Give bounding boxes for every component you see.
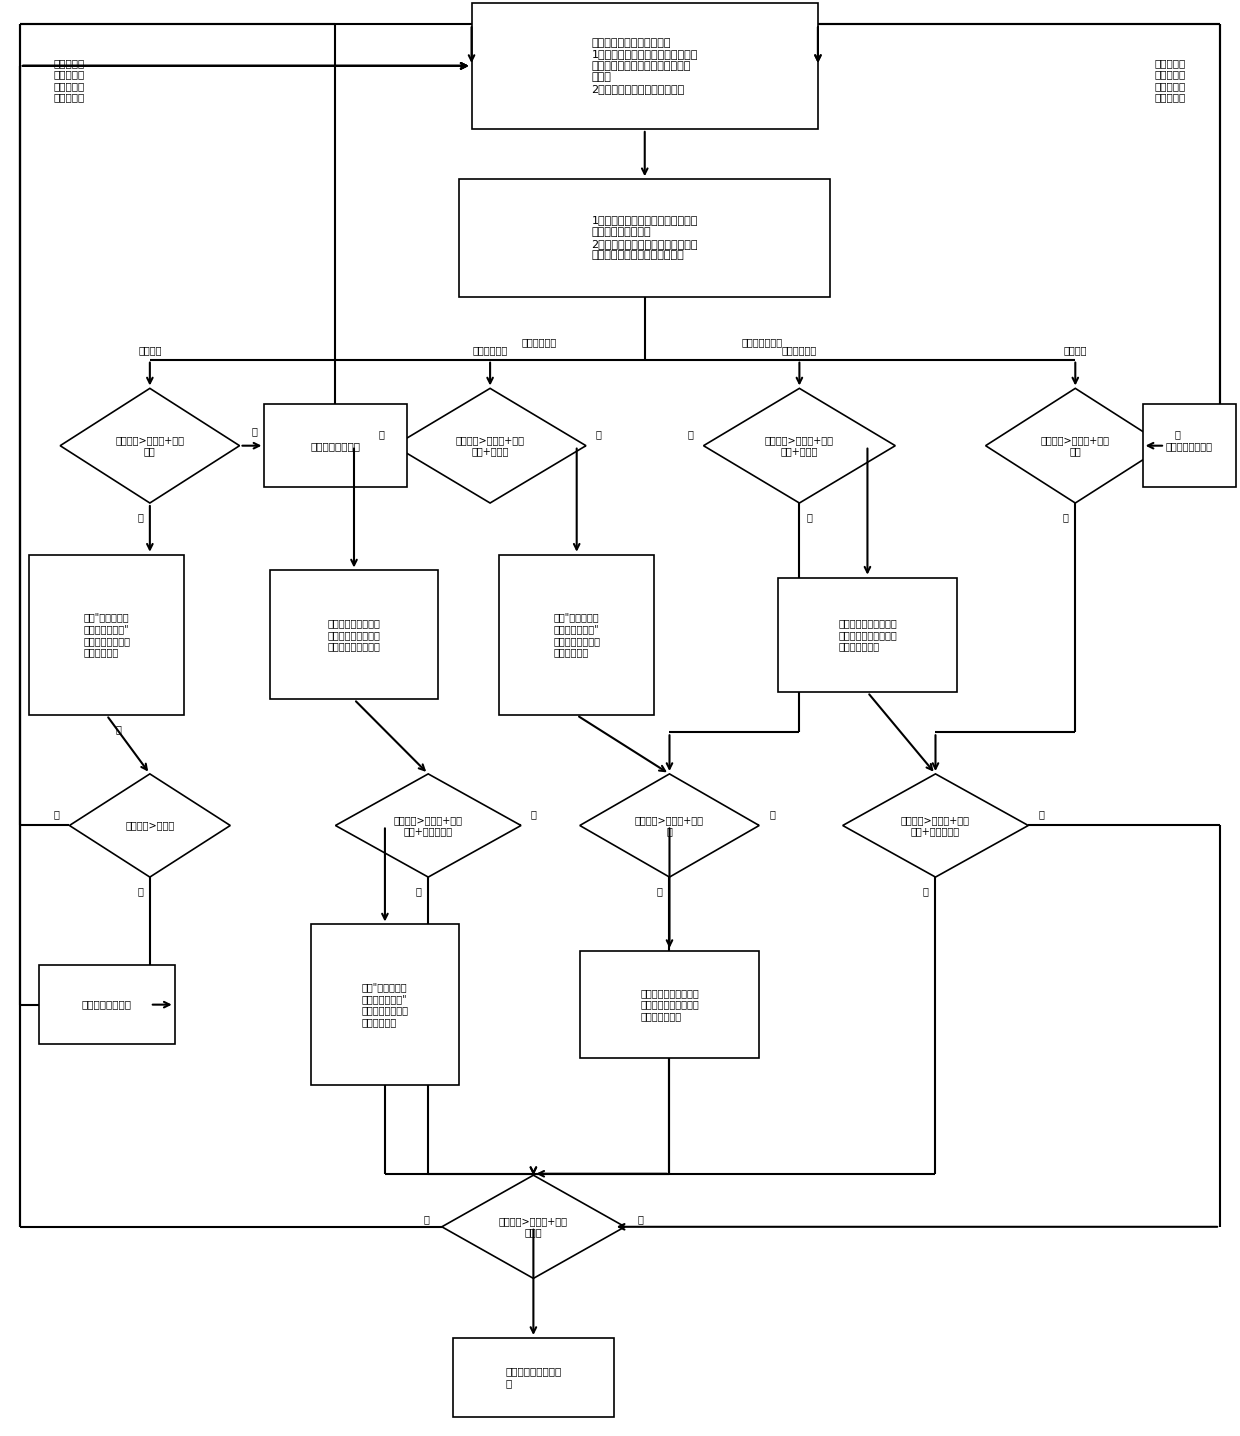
- Text: 否: 否: [138, 513, 143, 523]
- Text: 定位力矩>阻力矩+残余
重力矩: 定位力矩>阻力矩+残余 重力矩: [498, 1216, 568, 1238]
- Text: 采用"先小电流驱
动定位，后断电"
的策略，消除断电
时的惯性力矩: 采用"先小电流驱 动定位，后断电" 的策略，消除断电 时的惯性力矩: [361, 982, 408, 1027]
- FancyBboxPatch shape: [777, 577, 957, 692]
- Text: 在轨状态: 在轨状态: [1064, 346, 1087, 355]
- FancyBboxPatch shape: [459, 180, 831, 297]
- Text: 完成地面试验状态校
核: 完成地面试验状态校 核: [505, 1367, 562, 1389]
- Text: 定位力矩>阻力矩+惯性
力矩+重力矩: 定位力矩>阻力矩+惯性 力矩+重力矩: [455, 435, 525, 457]
- Text: 是: 是: [1038, 808, 1044, 819]
- Text: 是: 是: [769, 808, 775, 819]
- FancyBboxPatch shape: [1143, 404, 1235, 487]
- Polygon shape: [394, 388, 587, 503]
- Text: 否: 否: [53, 808, 60, 819]
- Polygon shape: [441, 1175, 625, 1278]
- Text: 是: 是: [252, 426, 258, 437]
- Text: 在轨状态: 在轨状态: [138, 346, 161, 355]
- Polygon shape: [336, 774, 521, 877]
- Text: 是: 是: [117, 725, 122, 734]
- Text: 采用地面重力卸载装置
卸载重力（仅考虑较小
的残余重力矩）: 采用地面重力卸载装置 卸载重力（仅考虑较小 的残余重力矩）: [838, 619, 897, 652]
- FancyBboxPatch shape: [471, 3, 818, 129]
- Text: 采用"先小电流驱
动定位，后断电"
的策略，消除断电
时的惯性力矩: 采用"先小电流驱 动定位，后断电" 的策略，消除断电 时的惯性力矩: [553, 613, 600, 658]
- FancyBboxPatch shape: [264, 404, 407, 487]
- Text: 否: 否: [415, 886, 422, 896]
- Text: 更改机构设
计（更换步
进电机或减
速器类型）: 更改机构设 计（更换步 进电机或减 速器类型）: [1154, 57, 1187, 102]
- Text: 保持力矩>阻力矩+惯性
力矩+残余重力矩: 保持力矩>阻力矩+惯性 力矩+残余重力矩: [901, 814, 970, 836]
- Text: 地面试验状态: 地面试验状态: [781, 346, 817, 355]
- Text: 是: 是: [138, 886, 143, 896]
- Polygon shape: [580, 774, 759, 877]
- FancyBboxPatch shape: [38, 965, 175, 1044]
- Text: 是: 是: [688, 429, 693, 439]
- Text: 定位力矩>阻力矩+惯性
力矩+残余重力矩: 定位力矩>阻力矩+惯性 力矩+残余重力矩: [394, 814, 463, 836]
- Polygon shape: [986, 388, 1166, 503]
- Polygon shape: [69, 774, 231, 877]
- Text: 是: 是: [1174, 429, 1180, 439]
- Polygon shape: [61, 388, 239, 503]
- Text: 定位力矩>阻力矩: 定位力矩>阻力矩: [125, 820, 175, 830]
- Text: 完成在轨状态校核: 完成在轨状态校核: [1166, 441, 1213, 451]
- Text: 更改机构设
计（更换步
进电机或减
速器类型）: 更改机构设 计（更换步 进电机或减 速器类型）: [53, 57, 86, 102]
- Text: 采用地面重力卸载装置
卸载重力（仅考虑较小
的残余重力矩）: 采用地面重力卸载装置 卸载重力（仅考虑较小 的残余重力矩）: [640, 988, 699, 1021]
- Text: 是: 是: [531, 808, 537, 819]
- Text: 完成在轨状态校核: 完成在轨状态校核: [82, 999, 131, 1010]
- Text: 否: 否: [424, 1215, 429, 1225]
- FancyBboxPatch shape: [453, 1338, 614, 1417]
- Text: 是: 是: [637, 1215, 644, 1225]
- Text: 否: 否: [657, 886, 662, 896]
- FancyBboxPatch shape: [500, 554, 653, 715]
- Text: 步进电机机构的设计参数：
1、步进电机机构（含减速器）力矩
特性（含保持力矩、定位力矩、阻
力矩）
2、步进电机所负载的质量特性: 步进电机机构的设计参数： 1、步进电机机构（含减速器）力矩 特性（含保持力矩、定…: [591, 37, 698, 95]
- Text: 保持力矩>阻力矩+惯性
力矩: 保持力矩>阻力矩+惯性 力矩: [1040, 435, 1110, 457]
- Text: 保持力矩>阻力矩+惯性
力矩+重力矩: 保持力矩>阻力矩+惯性 力矩+重力矩: [765, 435, 833, 457]
- Text: 定位力矩>阻力矩+惯性
力矩: 定位力矩>阻力矩+惯性 力矩: [115, 435, 185, 457]
- Text: 完成在轨状态校核: 完成在轨状态校核: [310, 441, 361, 451]
- Text: 否: 否: [378, 429, 384, 439]
- Text: 1、根据急停模式和负载惯量计算因
急停产生的惯性力矩
2、根据地面试验状态和负载质量计
算重力对电机转动方向的重力矩: 1、根据急停模式和负载惯量计算因 急停产生的惯性力矩 2、根据地面试验状态和负载…: [591, 215, 698, 260]
- Text: 否: 否: [923, 886, 929, 896]
- Polygon shape: [843, 774, 1028, 877]
- Text: 急停不断电模式: 急停不断电模式: [742, 337, 782, 348]
- Text: 采用地面重力卸载装
置卸载重力（仅考虑
较小的残余重力矩）: 采用地面重力卸载装 置卸载重力（仅考虑 较小的残余重力矩）: [327, 619, 381, 652]
- Text: 地面试验状态: 地面试验状态: [472, 346, 507, 355]
- Polygon shape: [703, 388, 895, 503]
- Text: 否: 否: [1063, 513, 1069, 523]
- Text: 采用"先小电流驱
动定位，后断电"
的策略，消除断电
时的惯性力矩: 采用"先小电流驱 动定位，后断电" 的策略，消除断电 时的惯性力矩: [83, 613, 130, 658]
- FancyBboxPatch shape: [30, 554, 184, 715]
- Text: 否: 否: [806, 513, 812, 523]
- FancyBboxPatch shape: [270, 570, 438, 699]
- FancyBboxPatch shape: [580, 951, 759, 1058]
- Text: 是: 是: [596, 429, 601, 439]
- FancyBboxPatch shape: [311, 925, 459, 1086]
- Text: 定位力矩>阻力矩+重力
矩: 定位力矩>阻力矩+重力 矩: [635, 814, 704, 836]
- Text: 急停断电模式: 急停断电模式: [522, 337, 557, 348]
